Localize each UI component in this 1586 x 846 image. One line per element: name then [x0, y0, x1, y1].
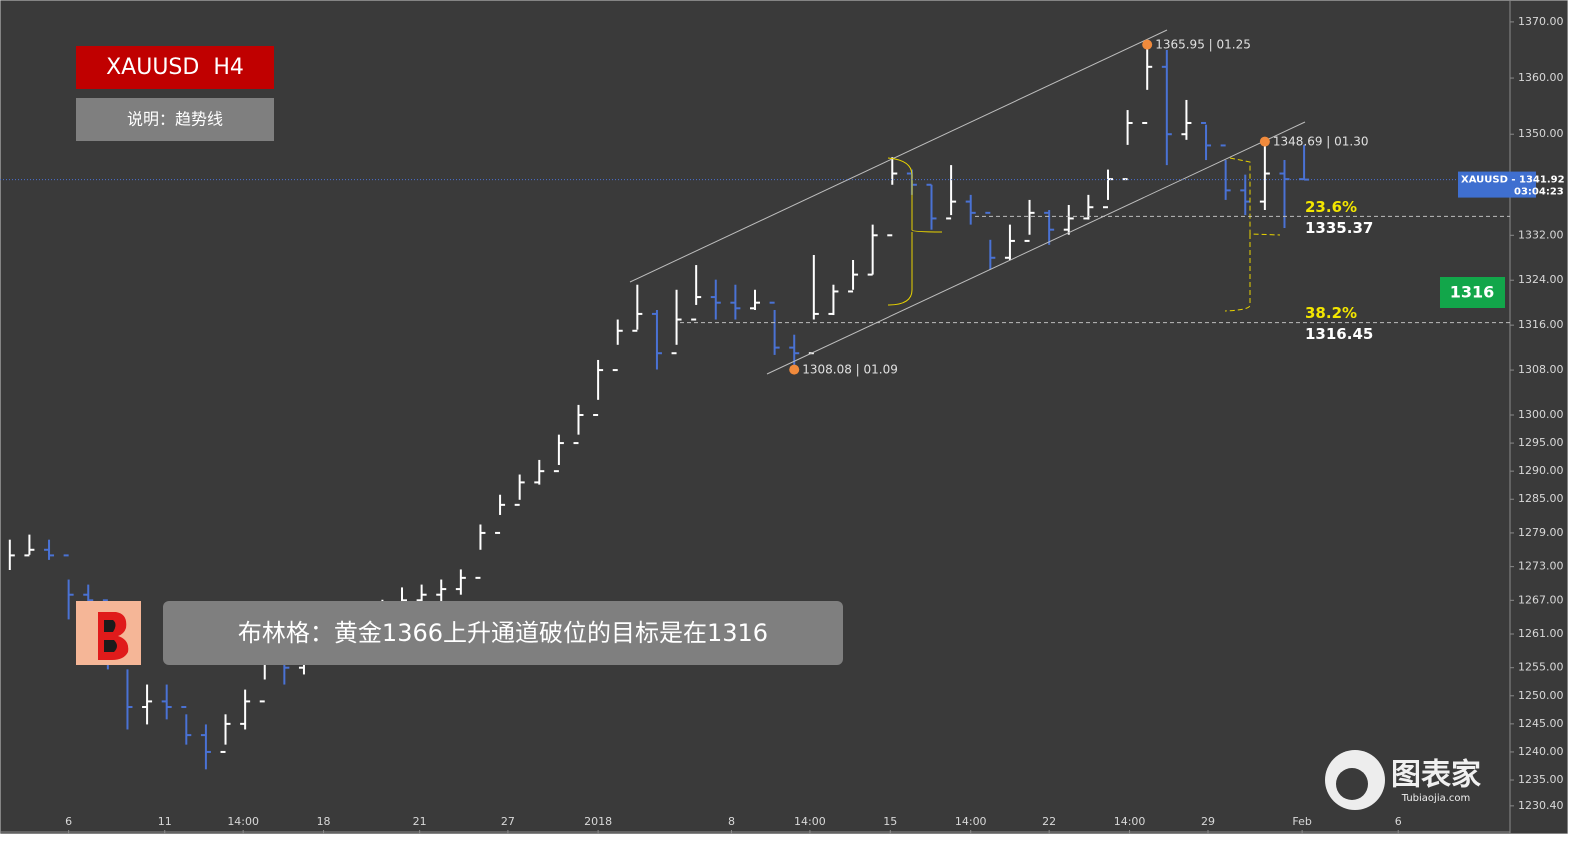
subtitle-box [76, 98, 274, 141]
y-tick-label: 1230.40 [1518, 799, 1564, 812]
y-tick-label: 1350.00 [1518, 127, 1564, 140]
extreme-price: 1365.95 [1155, 37, 1205, 51]
separator: | [1322, 134, 1334, 148]
y-tick-label: 1279.00 [1518, 526, 1564, 539]
plot [8, 44, 1310, 770]
y-tick-label: 1332.00 [1518, 228, 1564, 241]
bracket [887, 157, 943, 306]
y-tick-label: 1316.00 [1518, 318, 1564, 331]
extreme-label: 1348.69 | 01.30 [1273, 134, 1369, 148]
x-tick-label: 8 [728, 815, 735, 828]
y-tick-label: 1235.00 [1518, 773, 1564, 786]
x-tick-label: 14:00 [227, 815, 259, 828]
channel-lower [766, 121, 1306, 375]
x-tick-label: 18 [317, 815, 331, 828]
y-tick-label: 1245.00 [1518, 717, 1564, 730]
fib-label: 23.6% [1305, 198, 1357, 216]
fib-value: 1335.37 [1305, 219, 1373, 237]
logo-mark [104, 620, 117, 652]
price-value: 1341.92 [1519, 175, 1565, 186]
y-tick-label: 1273.00 [1518, 560, 1564, 573]
y-tick-label: 1308.00 [1518, 363, 1564, 376]
x-tick-label: 29 [1201, 815, 1215, 828]
x-tick-label: Feb [1292, 815, 1311, 828]
separator: | [852, 362, 864, 376]
y-tick-label: 1261.00 [1518, 627, 1564, 640]
bracket [1224, 157, 1281, 312]
y-tick-label: 1240.00 [1518, 745, 1564, 758]
x-tick-label: 15 [883, 815, 897, 828]
separator: - [1508, 175, 1519, 186]
x-tick-label: 14:00 [794, 815, 826, 828]
extreme-dot [789, 364, 800, 375]
extreme-date: 01.30 [1334, 134, 1368, 148]
headline: 布林格：黄金1366上升通道破位的目标是在1316 [238, 619, 768, 647]
brand-site: Tubiaojia.com [1401, 793, 1471, 804]
title-box [76, 46, 274, 89]
y-tick-label: 1285.00 [1518, 492, 1564, 505]
x-tick-label: 14:00 [1114, 815, 1146, 828]
fib-label: 38.2% [1305, 304, 1357, 322]
chart-title: XAUUSD H4 [106, 55, 244, 80]
y-tick-label: 1360.00 [1518, 71, 1564, 84]
extreme-price: 1308.08 [802, 362, 852, 376]
extreme-date: 01.09 [864, 362, 898, 376]
y-tick-label: 1250.00 [1518, 689, 1564, 702]
price-symbol: XAUUSD [1461, 175, 1508, 186]
extreme-price: 1348.69 [1273, 134, 1323, 148]
fib-value: 1316.45 [1305, 325, 1373, 343]
target-label: 1316 [1450, 283, 1495, 302]
x-tick-label: 11 [158, 815, 172, 828]
chart: 1365.95 | 01.25 1348.69 | 01.30 1308.08 | … [0, 0, 1569, 835]
extreme-date: 01.25 [1217, 37, 1251, 51]
x-tick-label: 27 [501, 815, 515, 828]
y-tick-label: 1255.00 [1518, 661, 1564, 674]
target-box [1440, 277, 1505, 308]
y-tick-label: 1370.00 [1518, 15, 1564, 28]
extreme-label: 1365.95 | 01.25 [1155, 37, 1251, 51]
x-tick-label: 6 [65, 815, 72, 828]
x-tick-label: 2018 [584, 815, 612, 828]
x-tick-label: 21 [413, 815, 427, 828]
extreme-dot [1142, 39, 1153, 50]
separator: | [1205, 37, 1217, 51]
price-box [1458, 171, 1536, 198]
y-tick-label: 1295.00 [1518, 436, 1564, 449]
x-tick-label: 14:00 [955, 815, 987, 828]
timer: 03:04:23 [1514, 187, 1564, 198]
x-tick-label: 22 [1042, 815, 1056, 828]
overlays: 1365.95 | 01.25 1348.69 | 01.30 1308.08 | … [0, 37, 1565, 376]
brand-icon [1336, 768, 1368, 800]
x-tick-label: 6 [1395, 815, 1402, 828]
subtitle: 说明：趋势线 [127, 110, 223, 129]
headline-box [163, 601, 843, 665]
extreme-label: 1308.08 | 01.09 [802, 362, 898, 376]
price-label: XAUUSD - 1341.92 [1461, 175, 1565, 186]
channel-upper [629, 29, 1168, 283]
y-tick-label: 1300.00 [1518, 408, 1564, 421]
y-tick-label: 1267.00 [1518, 593, 1564, 606]
extreme-dot [1259, 136, 1270, 147]
y-tick-label: 1290.00 [1518, 464, 1564, 477]
y-tick-label: 1324.00 [1518, 273, 1564, 286]
brand-name: 图表家 [1391, 758, 1481, 793]
